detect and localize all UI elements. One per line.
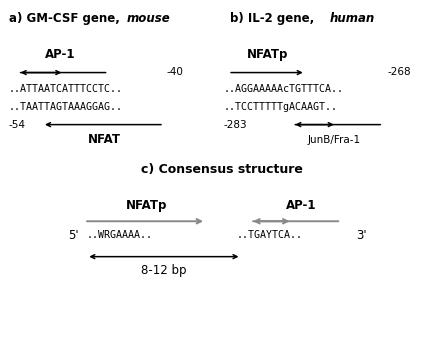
Text: 8-12 bp: 8-12 bp bbox=[141, 264, 187, 277]
Text: 5': 5' bbox=[68, 229, 78, 242]
Text: AP-1: AP-1 bbox=[45, 48, 75, 61]
Text: NFAT: NFAT bbox=[88, 133, 120, 146]
Text: ..AGGAAAAAcTGTTTCA..: ..AGGAAAAAcTGTTTCA.. bbox=[224, 84, 344, 94]
Text: ..TGAYTCA..: ..TGAYTCA.. bbox=[237, 230, 303, 240]
Text: human: human bbox=[330, 12, 375, 25]
Text: ..TCCTTTTTgACAAGT..: ..TCCTTTTTgACAAGT.. bbox=[224, 102, 338, 112]
Text: ..TAATTAGTAAAGGAG..: ..TAATTAGTAAAGGAG.. bbox=[9, 102, 123, 112]
Text: NFATp: NFATp bbox=[125, 199, 167, 212]
Text: ..ATTAATCATTTCCTC..: ..ATTAATCATTTCCTC.. bbox=[9, 84, 123, 94]
Text: c) Consensus structure: c) Consensus structure bbox=[140, 164, 303, 176]
Text: AP-1: AP-1 bbox=[286, 199, 316, 212]
Text: -268: -268 bbox=[388, 67, 411, 76]
Text: -283: -283 bbox=[224, 120, 247, 130]
Text: b) IL-2 gene,: b) IL-2 gene, bbox=[230, 12, 319, 25]
Text: -40: -40 bbox=[166, 67, 183, 76]
Text: mouse: mouse bbox=[126, 12, 170, 25]
Text: JunB/Fra-1: JunB/Fra-1 bbox=[308, 135, 361, 145]
Text: NFATp: NFATp bbox=[247, 48, 289, 61]
Text: a) GM-CSF gene,: a) GM-CSF gene, bbox=[9, 12, 124, 25]
Text: ..WRGAAAA..: ..WRGAAAA.. bbox=[86, 230, 152, 240]
Text: 3': 3' bbox=[356, 229, 366, 242]
Text: -54: -54 bbox=[9, 120, 26, 130]
